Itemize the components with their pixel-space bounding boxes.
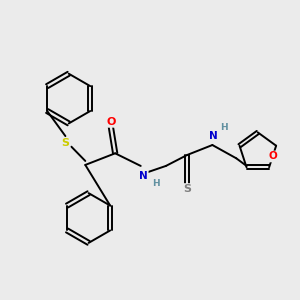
Text: H: H xyxy=(220,123,228,132)
Text: O: O xyxy=(106,117,116,127)
Text: S: S xyxy=(61,138,69,148)
Text: N: N xyxy=(139,171,148,181)
Text: H: H xyxy=(152,179,160,188)
Text: O: O xyxy=(268,152,277,161)
Text: S: S xyxy=(183,184,191,194)
Text: N: N xyxy=(209,131,218,141)
